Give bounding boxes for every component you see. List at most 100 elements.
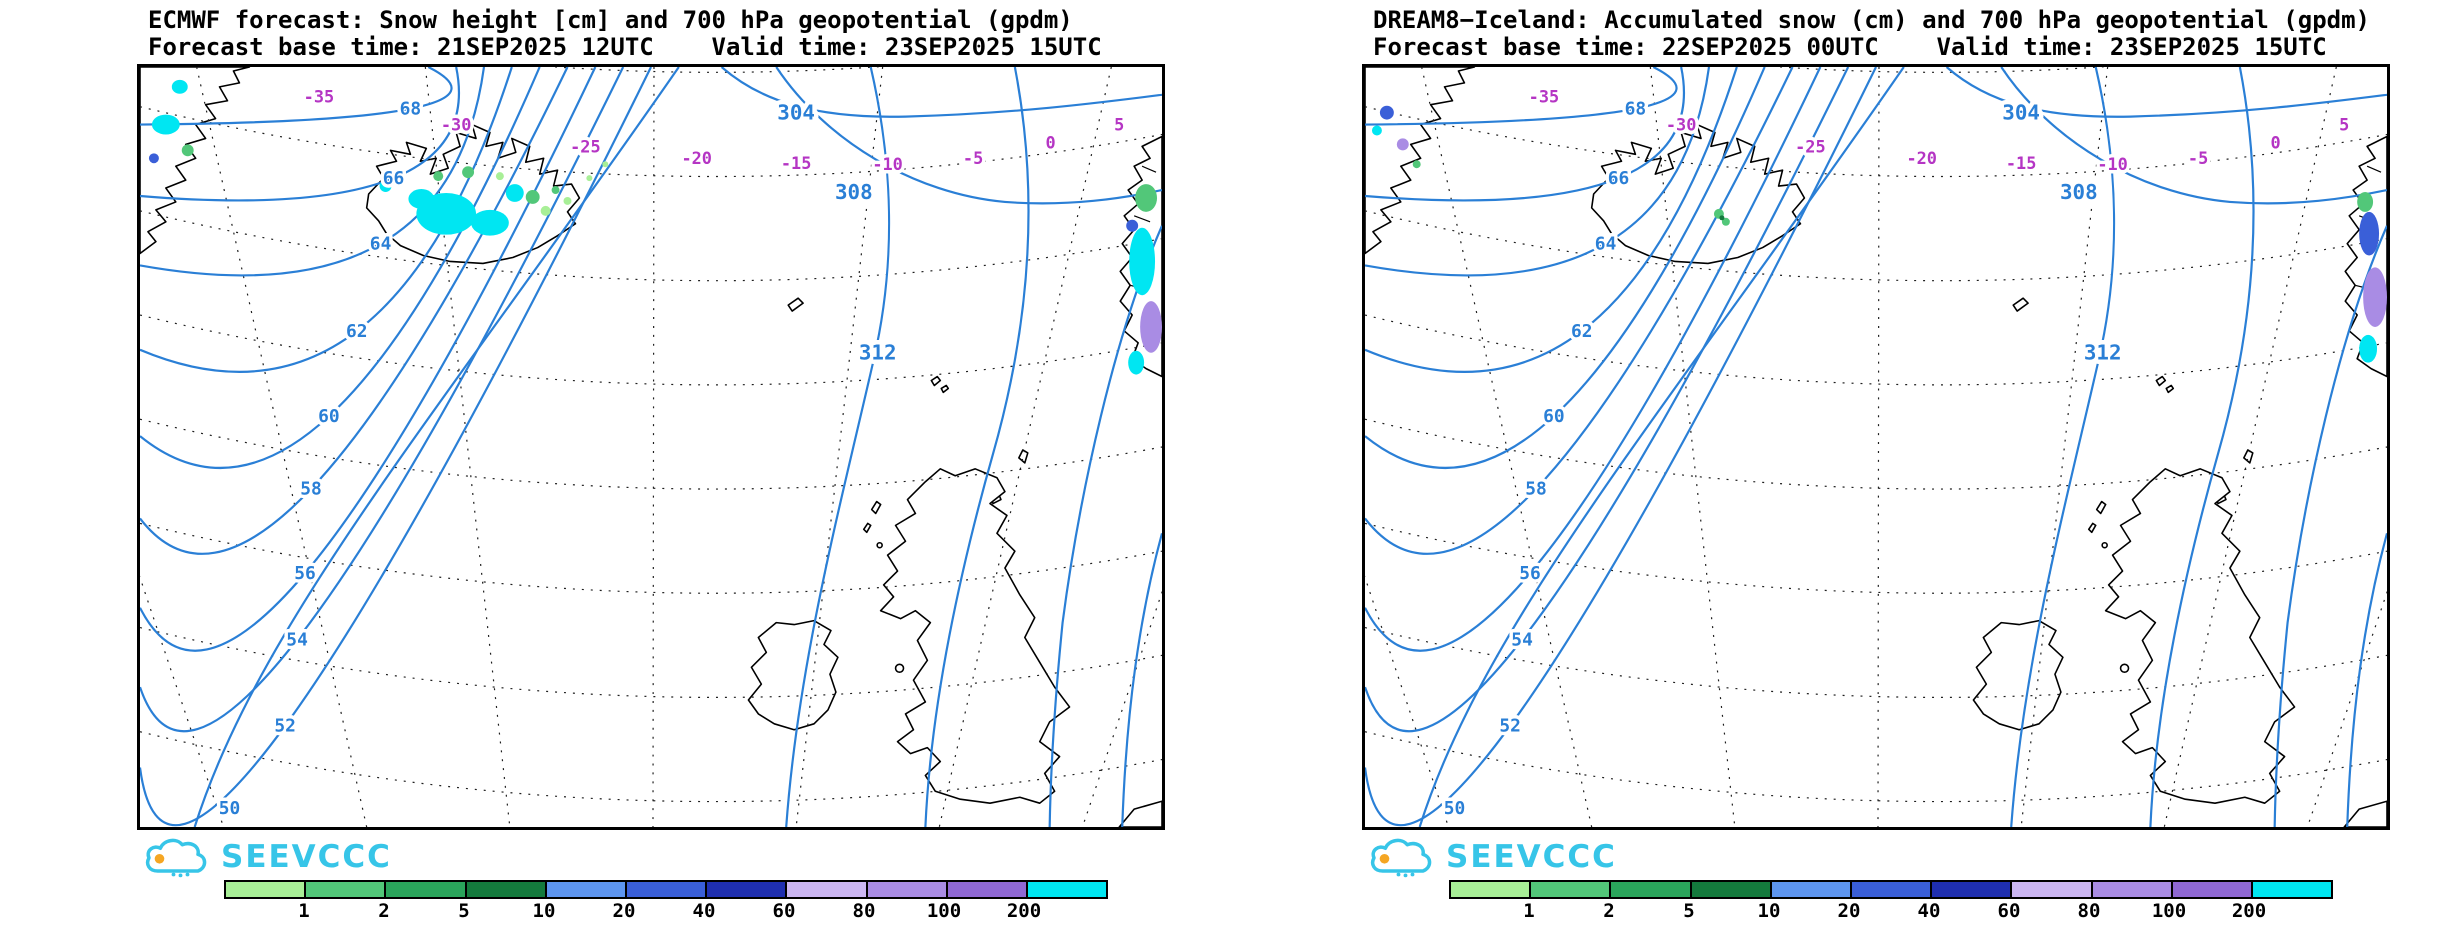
temp-label: -35 — [304, 87, 335, 107]
map-ecmwf: 68 66 64 62 60 58 56 54 52 50 -35 -30 -2… — [137, 64, 1165, 830]
temp-label: -30 — [441, 115, 472, 135]
legend-seg — [1451, 882, 1532, 897]
edge-label: 50 — [1444, 798, 1466, 819]
legend-colorbar — [1449, 880, 2333, 899]
legend-seg — [1771, 882, 1852, 897]
legend-seg — [2172, 882, 2253, 897]
map-canvas-dream8: 68 66 64 62 60 58 56 54 52 50 -35 -30 -2… — [1365, 67, 2387, 827]
legend-tick-label: 2 — [378, 900, 390, 922]
forecast-times: Forecast base time: 22SEP2025 00UTC Vali… — [1373, 33, 2327, 61]
temp-label: -5 — [2188, 148, 2208, 168]
legend-seg — [2252, 882, 2332, 897]
snow-shading — [148, 79, 1162, 375]
legend-tick-labels: 1 2 5 10 20 40 60 80 100 200 — [1449, 899, 2339, 923]
legend-tick-label: 200 — [1006, 900, 1042, 922]
legend-seg — [306, 882, 387, 897]
legend-tick-label: 1 — [298, 900, 310, 922]
legend-tick-label: 40 — [1917, 900, 1941, 922]
legend-tick-label: 2 — [1603, 900, 1615, 922]
legend-tick-label: 80 — [2077, 900, 2101, 922]
edge-label: 66 — [1608, 168, 1630, 189]
edge-label: 60 — [1543, 406, 1565, 427]
legend-colorbar — [224, 880, 1108, 899]
seevccc-logo: SEEVCCC — [1367, 833, 1617, 881]
edge-label: 50 — [219, 798, 241, 819]
temp-label: 5 — [1114, 115, 1124, 135]
legend-seg — [1531, 882, 1612, 897]
legend-tick-label: 20 — [612, 900, 636, 922]
edge-labels-top: -35 -30 -25 -20 -15 -10 -5 0 5 — [1525, 83, 2353, 177]
legend-tick-label: 100 — [2151, 900, 2187, 922]
temp-label: -15 — [2006, 153, 2037, 173]
edge-label: 52 — [1499, 716, 1521, 737]
temp-label: -5 — [963, 148, 983, 168]
edge-label: 60 — [318, 406, 340, 427]
legend-seg — [1691, 882, 1772, 897]
cloud-logo-icon — [1370, 838, 1432, 880]
legend-tick-label: 200 — [2231, 900, 2267, 922]
edge-label: 62 — [346, 321, 368, 342]
legend-seg — [466, 882, 547, 897]
legend-seg — [1932, 882, 2013, 897]
temp-label: -10 — [872, 154, 903, 174]
snow-shading — [1371, 105, 2387, 363]
logo-text: SEEVCCC — [221, 839, 392, 875]
edge-label: 56 — [1519, 563, 1541, 584]
legend-tick-label: 100 — [926, 900, 962, 922]
page-title: DREAM8−Iceland: Accumulated snow (cm) an… — [1373, 6, 2370, 34]
legend-seg — [1027, 882, 1107, 897]
temp-label: -25 — [570, 136, 601, 156]
temp-label: -15 — [781, 153, 812, 173]
temp-label: -30 — [1666, 115, 1697, 135]
legend-seg — [1851, 882, 1933, 897]
edge-label: 54 — [1511, 629, 1533, 650]
legend-seg — [546, 882, 627, 897]
edge-labels-left: 68 66 64 62 60 58 56 54 52 50 — [1440, 95, 1649, 822]
contour-label: 308 — [835, 180, 873, 204]
edge-label: 56 — [294, 563, 316, 584]
legend-tick-label: 20 — [1837, 900, 1861, 922]
legend-tick-label: 5 — [458, 900, 470, 922]
contour-value-labels: 304 308 312 — [773, 96, 901, 369]
panel-dream8: DREAM8−Iceland: Accumulated snow (cm) an… — [1225, 0, 2449, 925]
cloud-logo-icon — [145, 838, 207, 880]
temp-label: -10 — [2097, 154, 2128, 174]
edge-label: 68 — [400, 99, 422, 120]
legend-seg — [2092, 882, 2173, 897]
legend-seg — [226, 882, 307, 897]
snow-legend: 1 2 5 10 20 40 60 80 100 200 — [224, 880, 1114, 923]
legend-tick-labels: 1 2 5 10 20 40 60 80 100 200 — [224, 899, 1114, 923]
contour-label: 308 — [2060, 180, 2098, 204]
legend-seg — [626, 882, 708, 897]
legend-tick-label: 60 — [1997, 900, 2021, 922]
snow-legend: 1 2 5 10 20 40 60 80 100 200 — [1449, 880, 2339, 923]
legend-tick-label: 40 — [692, 900, 716, 922]
legend-tick-label: 10 — [1757, 900, 1781, 922]
map-canvas-ecmwf: 68 66 64 62 60 58 56 54 52 50 -35 -30 -2… — [140, 67, 1162, 827]
legend-tick-label: 1 — [1523, 900, 1535, 922]
edge-label: 66 — [383, 168, 405, 189]
logo-text: SEEVCCC — [1446, 839, 1617, 875]
contour-label: 312 — [2084, 341, 2122, 365]
page-title: ECMWF forecast: Snow height [cm] and 700… — [148, 6, 1073, 34]
legend-seg — [707, 882, 788, 897]
edge-label: 58 — [300, 479, 322, 500]
temp-label: 0 — [2271, 132, 2281, 152]
contour-value-labels: 304 308 312 — [1998, 96, 2126, 369]
edge-labels-left: 68 66 64 62 60 58 56 54 52 50 — [215, 95, 424, 822]
legend-seg — [1611, 882, 1692, 897]
temp-label: 0 — [1046, 132, 1056, 152]
edge-label: 62 — [1571, 321, 1593, 342]
edge-label: 54 — [286, 629, 308, 650]
legend-tick-label: 10 — [532, 900, 556, 922]
edge-label: 68 — [1625, 99, 1647, 120]
temp-label: -20 — [1906, 148, 1937, 168]
edge-label: 64 — [1595, 234, 1617, 255]
forecast-times: Forecast base time: 21SEP2025 12UTC Vali… — [148, 33, 1102, 61]
legend-tick-label: 5 — [1683, 900, 1695, 922]
legend-seg — [386, 882, 467, 897]
temp-label: 5 — [2339, 115, 2349, 135]
legend-seg — [787, 882, 868, 897]
legend-tick-label: 80 — [852, 900, 876, 922]
